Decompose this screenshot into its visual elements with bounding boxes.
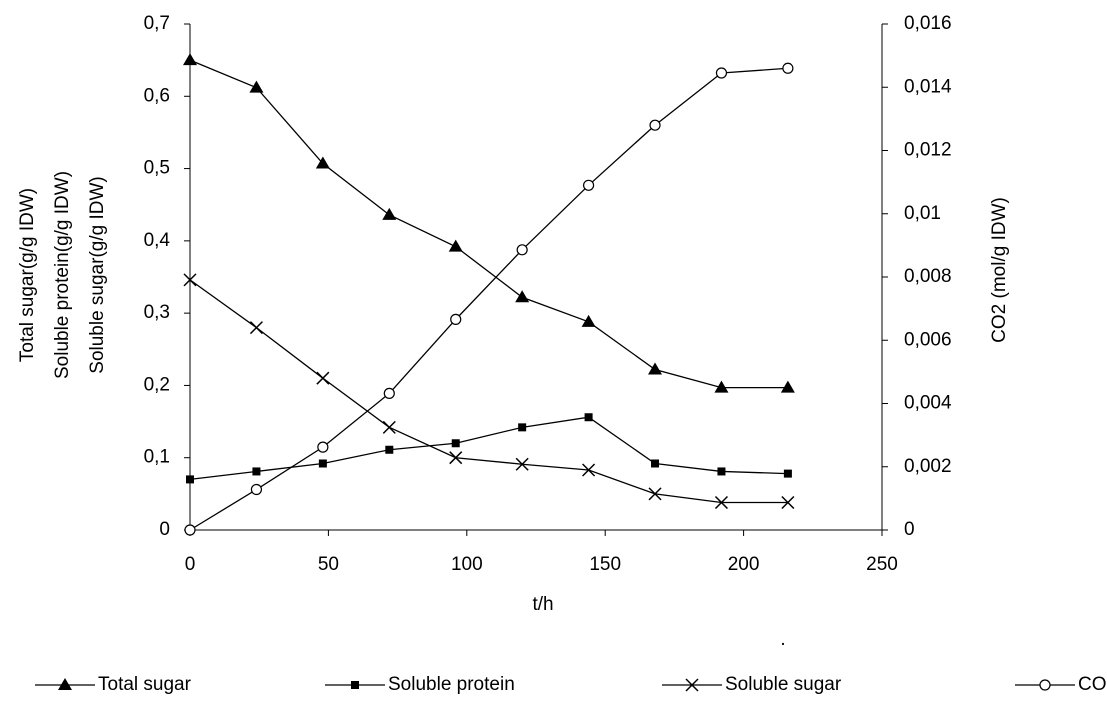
- marker: [714, 380, 729, 393]
- marker: [58, 678, 72, 690]
- y2-tick-label: 0,008: [904, 266, 952, 287]
- marker: [582, 179, 595, 191]
- marker: [316, 371, 330, 385]
- y2-tick-label: 0,006: [904, 329, 952, 350]
- marker: [183, 53, 197, 66]
- series-line: [189, 279, 788, 504]
- y2-tick-label: 0,016: [904, 13, 952, 34]
- marker: [385, 445, 394, 454]
- series-line: [189, 416, 788, 481]
- x-tick-label: 250: [866, 554, 898, 575]
- marker: [783, 469, 792, 478]
- marker: [382, 207, 397, 220]
- marker: [685, 678, 699, 692]
- y-tick-label: 0,5: [144, 158, 170, 179]
- marker: [317, 441, 329, 453]
- legend-label: Soluble protein: [388, 674, 515, 695]
- y2-tick-label: 0,012: [904, 140, 952, 161]
- marker: [448, 239, 463, 252]
- y-tick-label: 0,6: [144, 85, 170, 106]
- marker: [648, 362, 663, 375]
- x-tick-label: 50: [318, 554, 339, 575]
- y-axis-label: Soluble sugar(g/g IDW): [87, 176, 108, 373]
- y2-tick-label: 0,014: [904, 76, 952, 97]
- marker: [648, 487, 662, 501]
- marker: [715, 67, 728, 79]
- y-tick-label: 0: [159, 519, 170, 540]
- y2-tick-label: 0: [904, 519, 915, 540]
- marker: [249, 80, 264, 93]
- x-axis-label: t/h: [532, 594, 553, 615]
- marker: [714, 496, 728, 510]
- marker: [351, 681, 359, 689]
- marker: [383, 387, 395, 399]
- y2-axis-label: CO2 (mol/g IDW): [989, 197, 1010, 343]
- y-axis-label: Total sugar(g/g IDW): [17, 188, 38, 362]
- marker: [315, 156, 330, 169]
- legend-label: CO2: [1078, 674, 1107, 695]
- marker: [318, 459, 327, 468]
- x-tick-label: 100: [451, 554, 483, 575]
- x-tick-label: 150: [589, 554, 621, 575]
- marker: [782, 62, 794, 74]
- annotation: .: [780, 629, 785, 650]
- y-tick-label: 0,3: [144, 302, 170, 323]
- marker: [186, 475, 194, 484]
- marker: [183, 273, 197, 287]
- legend-label: Soluble sugar: [725, 674, 842, 695]
- x-tick-label: 0: [185, 554, 196, 575]
- y-tick-label: 0,7: [144, 13, 170, 34]
- marker: [450, 313, 462, 325]
- marker: [252, 467, 261, 476]
- marker: [649, 119, 661, 131]
- y2-tick-label: 0,004: [904, 393, 952, 414]
- marker: [584, 413, 593, 422]
- marker: [518, 423, 527, 432]
- series-line: [189, 59, 788, 389]
- marker: [780, 380, 795, 393]
- y2-tick-label: 0,002: [904, 456, 952, 477]
- y-tick-label: 0,4: [144, 230, 171, 251]
- y-tick-label: 0,1: [144, 447, 170, 468]
- marker: [582, 463, 596, 477]
- marker: [250, 483, 263, 496]
- legend-label: Total sugar: [98, 674, 192, 695]
- marker: [449, 451, 463, 465]
- marker: [581, 314, 596, 327]
- series-line: [189, 67, 788, 531]
- marker: [515, 290, 530, 303]
- marker: [249, 321, 263, 335]
- marker: [184, 524, 196, 536]
- y-tick-label: 0,2: [144, 374, 170, 395]
- marker: [382, 420, 396, 434]
- marker: [1039, 679, 1051, 691]
- y-axis-label: Soluble protein(g/g IDW): [52, 171, 73, 379]
- marker: [515, 457, 529, 471]
- marker: [717, 467, 726, 476]
- y2-tick-label: 0,01: [904, 203, 941, 224]
- marker: [781, 496, 795, 510]
- marker: [451, 439, 460, 448]
- marker: [651, 459, 660, 468]
- x-tick-label: 200: [728, 554, 760, 575]
- marker: [516, 244, 528, 256]
